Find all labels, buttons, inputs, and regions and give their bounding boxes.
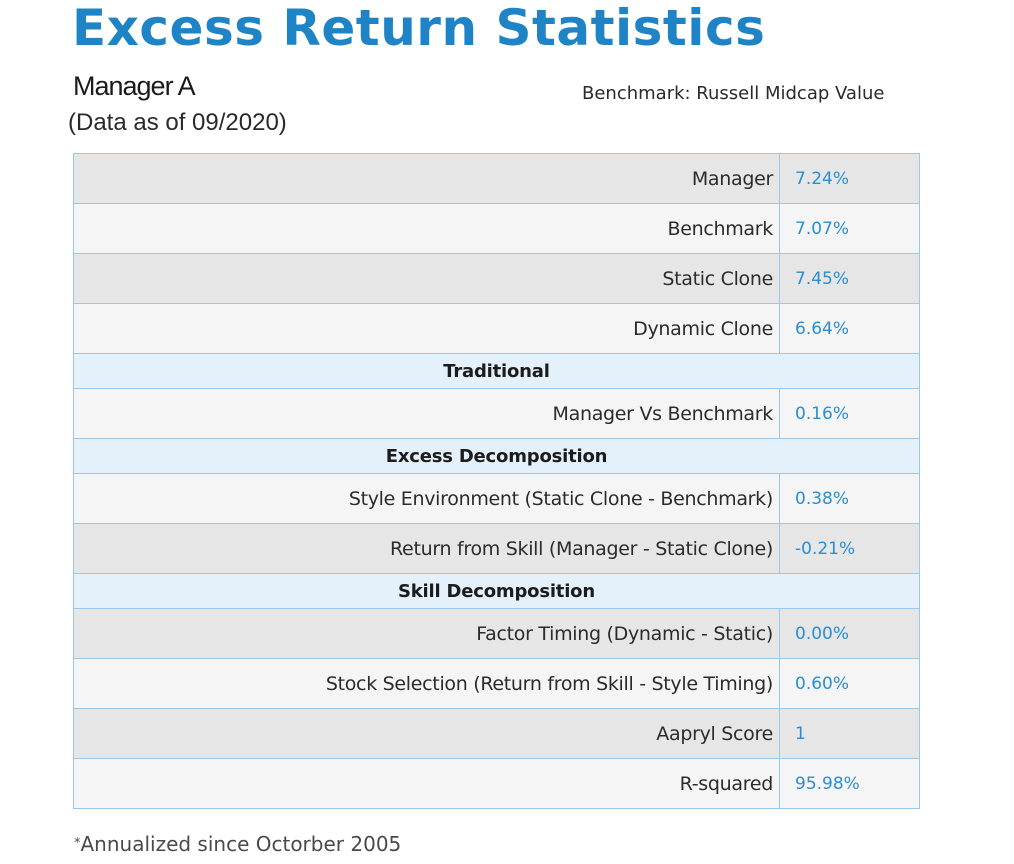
table-row: Stock Selection (Return from Skill - Sty… (73, 658, 920, 709)
row-label: Aapryl Score (73, 708, 780, 759)
row-value: 0.60% (779, 658, 920, 709)
data-as-of-date: (Data as of 09/2020) (68, 109, 287, 136)
table-row: R-squared 95.98% (73, 758, 920, 809)
row-label: Manager (73, 153, 780, 204)
row-label: Manager Vs Benchmark (73, 388, 780, 439)
row-label: Dynamic Clone (73, 303, 780, 354)
section-title: Traditional (73, 353, 920, 389)
table-row: Return from Skill (Manager - Static Clon… (73, 523, 920, 574)
row-value: 6.64% (779, 303, 920, 354)
row-label: Stock Selection (Return from Skill - Sty… (73, 658, 780, 709)
table-row: Benchmark 7.07% (73, 203, 920, 254)
section-title: Skill Decomposition (73, 573, 920, 609)
row-label: Style Environment (Static Clone - Benchm… (73, 473, 780, 524)
row-value: 0.00% (779, 608, 920, 659)
row-label: Factor Timing (Dynamic - Static) (73, 608, 780, 659)
footnote: *Annualized since Octorber 2005 (74, 830, 401, 858)
row-label: R-squared (73, 758, 780, 809)
footnote-text: Annualized since Octorber 2005 (80, 832, 402, 856)
excess-return-table: Manager 7.24% Benchmark 7.07% Static Clo… (73, 153, 920, 809)
table-row: Manager Vs Benchmark 0.16% (73, 388, 920, 439)
row-label: Return from Skill (Manager - Static Clon… (73, 523, 780, 574)
row-value: -0.21% (779, 523, 920, 574)
row-value: 95.98% (779, 758, 920, 809)
table-row: Manager 7.24% (73, 153, 920, 204)
table-row: Style Environment (Static Clone - Benchm… (73, 473, 920, 524)
section-header-excess-decomposition: Excess Decomposition (73, 438, 920, 474)
benchmark-label: Benchmark: Russell Midcap Value (582, 83, 885, 104)
page-title: Excess Return Statistics (72, 0, 766, 57)
row-label: Benchmark (73, 203, 780, 254)
section-header-skill-decomposition: Skill Decomposition (73, 573, 920, 609)
row-value: 1 (779, 708, 920, 759)
table-row: Factor Timing (Dynamic - Static) 0.00% (73, 608, 920, 659)
table-row: Aapryl Score 1 (73, 708, 920, 759)
row-label: Static Clone (73, 253, 780, 304)
row-value: 7.07% (779, 203, 920, 254)
footnote-marker: * (74, 836, 81, 851)
table-row: Dynamic Clone 6.64% (73, 303, 920, 354)
row-value: 7.24% (779, 153, 920, 204)
row-value: 0.16% (779, 388, 920, 439)
row-value: 0.38% (779, 473, 920, 524)
section-header-traditional: Traditional (73, 353, 920, 389)
row-value: 7.45% (779, 253, 920, 304)
table-row: Static Clone 7.45% (73, 253, 920, 304)
manager-name: Manager A (73, 71, 196, 101)
section-title: Excess Decomposition (73, 438, 920, 474)
